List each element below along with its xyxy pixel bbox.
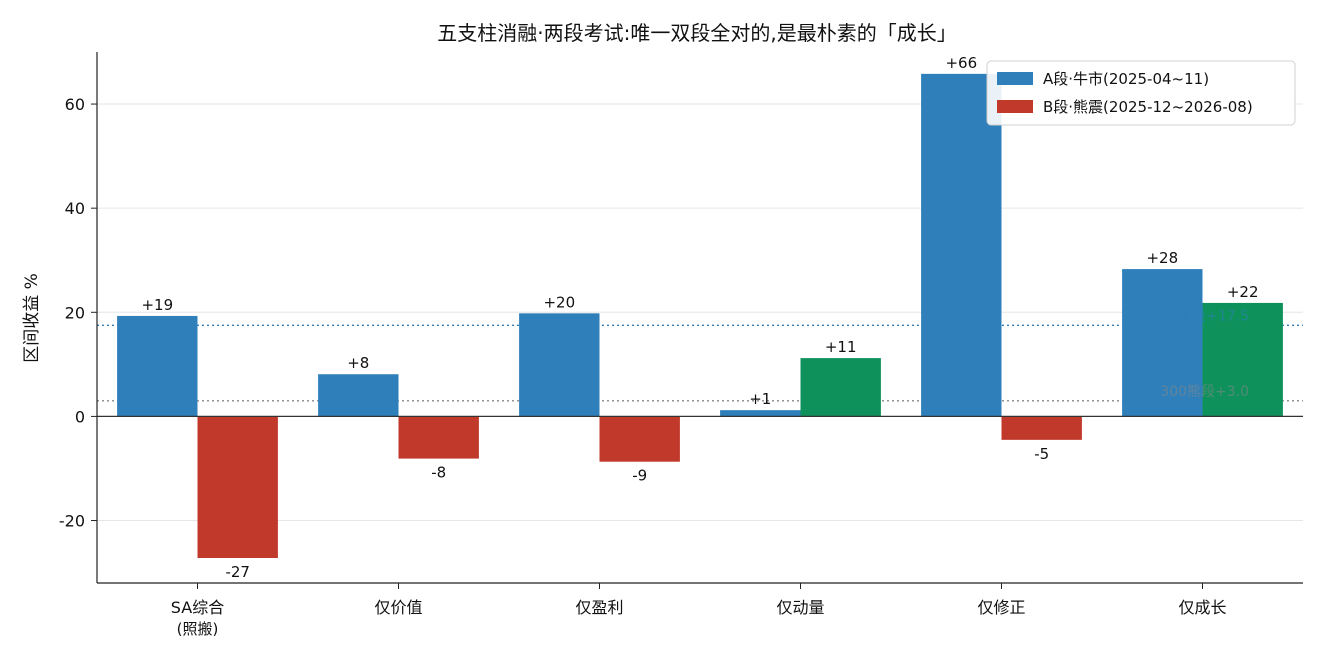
legend-label: A段·牛市(2025-04~11) [1043, 70, 1209, 88]
y-tick-label: 60 [65, 95, 85, 114]
legend-swatch [997, 100, 1033, 113]
legend-swatch [997, 72, 1033, 85]
data-label-series-a: +20 [543, 293, 575, 311]
reference-lines [97, 324, 1303, 402]
data-label-series-b: +11 [825, 338, 857, 356]
bar-series-b [197, 416, 278, 559]
y-tick-label: -20 [59, 512, 85, 531]
reference-line-label: 牛段+17.5 [1178, 308, 1249, 324]
legend: A段·牛市(2025-04~11) B段·熊震(2025-12~2026-08) [986, 60, 1296, 126]
legend-label: B段·熊震(2025-12~2026-08) [1043, 98, 1253, 116]
bar-series-b [1202, 302, 1283, 417]
bar-series-a [519, 313, 600, 417]
bar-series-b [1001, 416, 1082, 440]
y-tick-label: 0 [75, 407, 85, 426]
y-tick-label: 40 [65, 199, 85, 218]
chart-title: 五支柱消融·两段考试:唯一双段全对的,是最朴素的「成长」 [437, 21, 956, 45]
x-tick-label: 仅盈利 [575, 598, 623, 617]
data-label-series-a: +19 [141, 296, 173, 314]
bar-series-a [1122, 269, 1203, 417]
data-label-series-b: -9 [632, 467, 647, 485]
x-tick-label: 仅动量 [776, 598, 824, 617]
data-label-series-b: -8 [431, 464, 446, 482]
x-tick-label: 仅成长 [1178, 598, 1226, 617]
data-label-series-a: +66 [945, 54, 977, 72]
bar-series-a [318, 374, 399, 417]
bar-series-b [800, 358, 881, 417]
x-tick-sublabel: (照搬) [177, 620, 219, 638]
bar-series-a [720, 410, 801, 417]
data-label-series-a: +28 [1146, 249, 1178, 267]
data-label-series-a: +8 [347, 354, 369, 372]
bar-series-b [599, 416, 680, 462]
bar-series-b [398, 416, 479, 459]
legend-box [986, 60, 1296, 126]
data-label-series-a: +1 [749, 390, 771, 408]
bar-series-a [117, 315, 198, 417]
reference-line-label: 300熊段+3.0 [1160, 384, 1249, 400]
x-tick-label: 仅修正 [977, 598, 1025, 617]
data-label-series-b: -5 [1034, 445, 1049, 463]
bar-series-a [921, 73, 1002, 417]
bars [117, 73, 1283, 559]
data-labels: +19 -27 +8 -8 +20 -9 +1 +11 +66 -5 +28 +22 牛段+17.5 30… [141, 54, 1258, 581]
y-tick-label: 20 [65, 303, 85, 322]
x-tick-label: SA综合 [171, 598, 224, 617]
data-label-series-b: +22 [1227, 283, 1259, 301]
data-label-series-b: -27 [225, 563, 250, 581]
x-tick-label: 仅价值 [374, 598, 422, 617]
axes: -20 0 20 40 60 SA综合 (照搬) 仅价值 仅盈利 仅动量 仅修正 仅成长 [59, 52, 1303, 638]
y-axis-label: 区间收益 % [22, 273, 42, 363]
